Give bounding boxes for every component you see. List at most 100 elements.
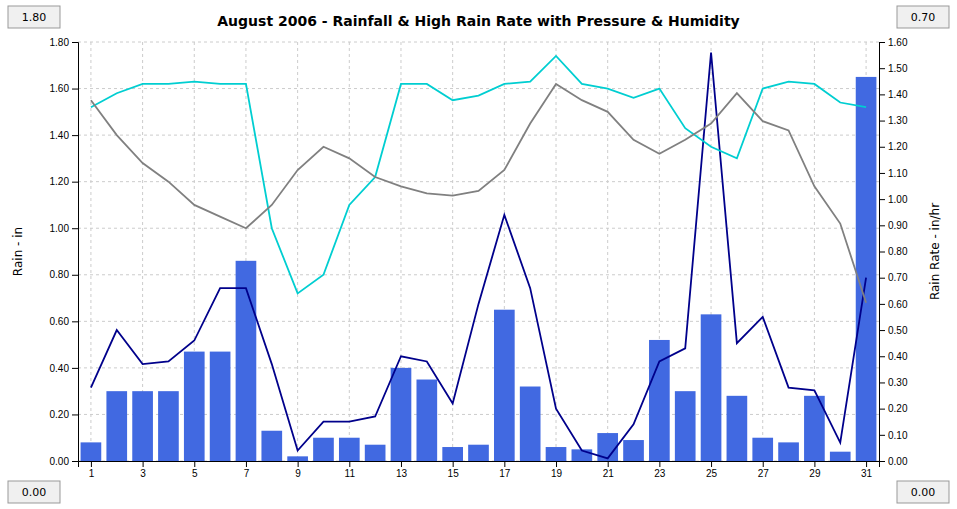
tick-mark bbox=[72, 275, 78, 276]
axis-line bbox=[79, 462, 880, 468]
tick-label: 0.80 bbox=[50, 269, 70, 280]
title: August 2006 - Rainfall & High Rain Rate … bbox=[217, 13, 739, 29]
tick-label: 0.90 bbox=[888, 220, 908, 231]
tick-mark bbox=[866, 461, 867, 467]
tick-label: 0.70 bbox=[888, 272, 908, 283]
tick-mark bbox=[608, 461, 609, 467]
tick: 1.30 bbox=[879, 115, 908, 126]
tick-mark bbox=[879, 68, 885, 69]
tick: 3 bbox=[140, 461, 146, 479]
bar bbox=[675, 391, 696, 461]
tick: 7 bbox=[244, 461, 250, 479]
grid-line-x bbox=[762, 42, 763, 461]
tick: 0.80 bbox=[50, 269, 78, 280]
tick-mark bbox=[401, 461, 402, 467]
tick-mark bbox=[72, 368, 78, 369]
axis-line bbox=[72, 43, 79, 462]
annotation-text: 0.00 bbox=[22, 486, 47, 499]
annotation-box bbox=[8, 481, 60, 503]
tick: 1.20 bbox=[50, 176, 78, 187]
tick-mark bbox=[72, 135, 78, 136]
tick: 23 bbox=[654, 461, 666, 479]
grid-line-x bbox=[607, 42, 608, 461]
bar bbox=[339, 438, 360, 461]
bar bbox=[391, 368, 412, 461]
tick-label: 29 bbox=[809, 468, 821, 479]
bar bbox=[494, 310, 515, 461]
tick-label: 1 bbox=[89, 468, 95, 479]
tick-label: 23 bbox=[654, 468, 666, 479]
tick-label: 0.60 bbox=[50, 316, 70, 327]
tick-mark bbox=[143, 461, 144, 467]
tick: 9 bbox=[295, 461, 301, 479]
tick: 0.90 bbox=[879, 220, 908, 231]
grid-line-x bbox=[452, 42, 453, 461]
tick: 15 bbox=[448, 461, 460, 479]
bar bbox=[365, 445, 386, 461]
tick: 1 bbox=[89, 461, 95, 479]
tick-mark bbox=[814, 461, 815, 467]
tick-label: 0.60 bbox=[888, 299, 908, 310]
tick: 19 bbox=[551, 461, 563, 479]
tick: 31 bbox=[861, 461, 873, 479]
tick-label: 13 bbox=[396, 468, 408, 479]
tick-mark bbox=[879, 382, 885, 383]
tick: 17 bbox=[499, 461, 511, 479]
tick-label: 1.00 bbox=[50, 223, 70, 234]
line bbox=[91, 84, 866, 303]
tick-label: 1.40 bbox=[888, 89, 908, 100]
tick: 0.80 bbox=[879, 246, 908, 257]
y2-axis: 0.000.100.200.300.400.500.600.700.800.90… bbox=[879, 37, 908, 467]
tick-mark bbox=[91, 461, 92, 467]
tick-mark bbox=[711, 461, 712, 467]
tick-mark bbox=[246, 461, 247, 467]
annotation-box bbox=[8, 6, 60, 28]
bar bbox=[132, 391, 153, 461]
tick-mark bbox=[659, 461, 660, 467]
bar bbox=[416, 380, 437, 461]
bar bbox=[778, 442, 799, 461]
tick-mark bbox=[879, 330, 885, 331]
bar bbox=[468, 445, 489, 461]
annotation-text: 0.00 bbox=[911, 486, 936, 499]
tick-mark bbox=[349, 461, 350, 467]
tick-label: 1.00 bbox=[888, 194, 908, 205]
tick: 0.30 bbox=[879, 377, 908, 388]
tick-label: 0.10 bbox=[888, 430, 908, 441]
tick: 0.60 bbox=[879, 299, 908, 310]
tick-mark bbox=[879, 147, 885, 148]
tick-mark bbox=[194, 461, 195, 467]
tick-label: 27 bbox=[758, 468, 770, 479]
bar bbox=[81, 442, 102, 461]
tick-mark bbox=[879, 42, 885, 43]
tick: 25 bbox=[706, 461, 718, 479]
grid-line-x bbox=[90, 42, 91, 461]
x-axis: 135791113151719212325272931 bbox=[79, 461, 880, 479]
grid bbox=[78, 42, 879, 461]
tick-label: 31 bbox=[861, 468, 873, 479]
annotation-text: 0.70 bbox=[911, 11, 936, 24]
bar bbox=[856, 77, 877, 461]
tick-mark bbox=[879, 435, 885, 436]
tick-label: 0.00 bbox=[50, 456, 70, 467]
bar bbox=[623, 440, 644, 461]
tick: 1.40 bbox=[50, 130, 78, 141]
bar bbox=[313, 438, 334, 461]
tick-mark bbox=[504, 461, 505, 467]
y2-axis-title: Rain Rate - in/hr bbox=[928, 203, 942, 300]
tick: 0.00 bbox=[50, 456, 78, 467]
grid-line-y bbox=[78, 88, 879, 89]
tick-label: 1.60 bbox=[50, 83, 70, 94]
tick-mark bbox=[879, 461, 885, 462]
tick-label: 15 bbox=[448, 468, 460, 479]
tick: 0.50 bbox=[879, 325, 908, 336]
tick-mark bbox=[879, 199, 885, 200]
tick: 13 bbox=[396, 461, 408, 479]
tick-label: 1.60 bbox=[888, 37, 908, 48]
tick: 0.20 bbox=[50, 409, 78, 420]
grid-line-y bbox=[78, 181, 879, 182]
tick-mark bbox=[298, 461, 299, 467]
tick-mark bbox=[453, 461, 454, 467]
tick: 1.20 bbox=[879, 141, 908, 152]
tick-label: 9 bbox=[295, 468, 301, 479]
